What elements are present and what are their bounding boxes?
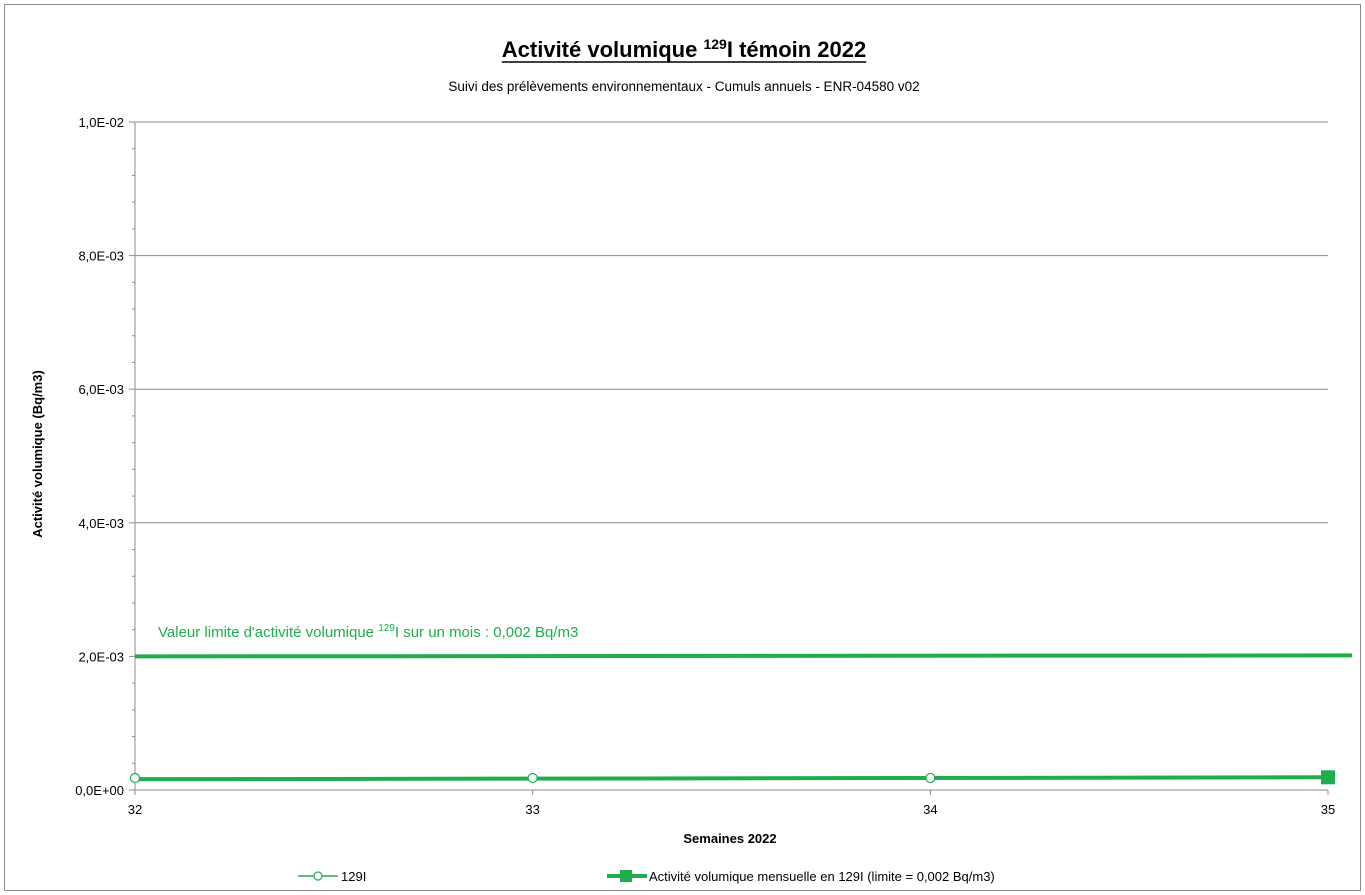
y-tick-label: 2,0E-03 bbox=[78, 649, 124, 664]
y-tick-label: 4,0E-03 bbox=[78, 516, 124, 531]
legend-marker-129i bbox=[313, 871, 323, 881]
series-marker-129i bbox=[129, 772, 141, 784]
limit-line-group: Valeur limite d'activité volumique 129I … bbox=[134, 623, 1353, 659]
legend-label-129i: 129I bbox=[341, 869, 366, 884]
series-marker-129i bbox=[527, 772, 538, 784]
y-tick-label: 8,0E-03 bbox=[78, 249, 124, 264]
chart-subtitle: Suivi des prélèvements environnementaux … bbox=[448, 79, 919, 94]
gridlines bbox=[135, 121, 1328, 657]
y-tick-label: 6,0E-03 bbox=[78, 382, 124, 397]
x-axis-label: Semaines 2022 bbox=[683, 831, 776, 846]
limit-annotation: Valeur limite d'activité volumique 129I … bbox=[158, 623, 578, 641]
x-tick-labels: 32 33 34 35 bbox=[128, 802, 1335, 817]
x-tick-label: 32 bbox=[128, 802, 142, 817]
series-marker-monthly bbox=[1321, 770, 1335, 785]
limit-line bbox=[134, 653, 1353, 659]
series-layer bbox=[129, 770, 1335, 785]
y-tick-labels: 0,0E+00 2,0E-03 4,0E-03 6,0E-03 8,0E-03 1,0E-… bbox=[75, 115, 124, 798]
y-axis-label: Activité volumique (Bq/m3) bbox=[30, 370, 45, 538]
x-tick-label: 35 bbox=[1321, 802, 1335, 817]
legend: 129I Activité volumique mensuelle en 129… bbox=[298, 869, 995, 884]
y-tick-label: 0,0E+00 bbox=[75, 783, 124, 798]
axes bbox=[129, 121, 1329, 795]
series-marker-129i bbox=[925, 772, 936, 784]
legend-marker-monthly bbox=[620, 870, 632, 882]
chart-title: Activité volumique 129I témoin 2022 bbox=[502, 36, 866, 62]
y-tick-label: 1,0E-02 bbox=[78, 115, 124, 130]
chart-frame bbox=[4, 4, 1361, 891]
legend-label-monthly: Activité volumique mensuelle en 129I (li… bbox=[649, 869, 995, 884]
x-tick-label: 34 bbox=[923, 802, 937, 817]
x-tick-label: 33 bbox=[525, 802, 539, 817]
